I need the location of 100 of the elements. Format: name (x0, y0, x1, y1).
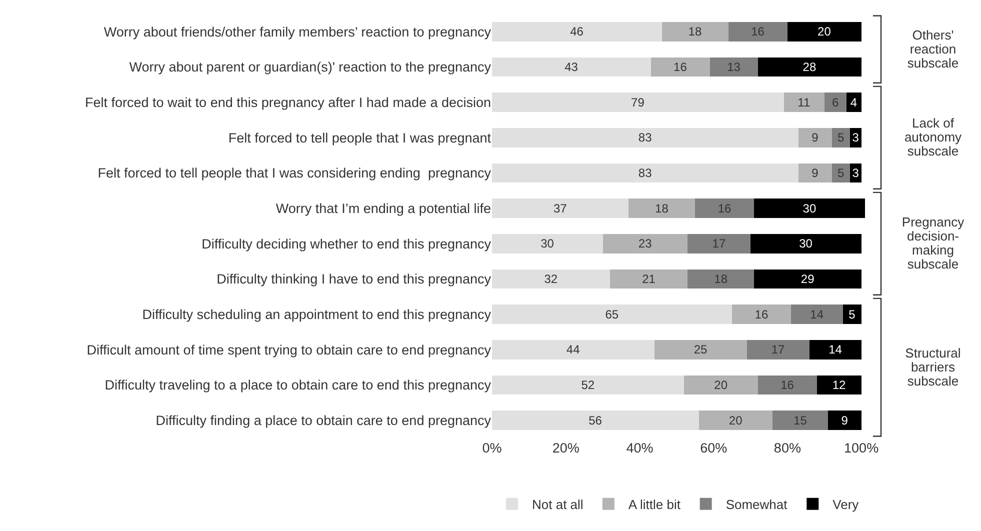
data-label: 16 (674, 60, 688, 74)
bar (791, 304, 843, 324)
y-tick-label: Difficulty scheduling an appointment to end this pregnancy (142, 307, 492, 322)
bar (758, 57, 862, 77)
data-label: 9 (841, 413, 848, 428)
bar (746, 340, 810, 360)
bar (750, 234, 862, 254)
data-label: 13 (727, 60, 741, 74)
x-tick-label: 0% (482, 440, 502, 456)
y-tick-label: Difficulty traveling to a place to obtain care to end this pregnancy (104, 378, 492, 393)
data-label: 44 (566, 342, 580, 357)
bar (828, 410, 862, 430)
x-tick-label: 40% (626, 440, 654, 456)
data-label: 37 (553, 201, 568, 216)
y-tick-label: Difficulty deciding whether to end this pregnancy (202, 236, 492, 252)
bar (492, 410, 699, 430)
bar (492, 22, 662, 42)
x-tick-label: 100% (844, 440, 879, 456)
data-label: 83 (638, 166, 652, 180)
x-tick-label: 80% (774, 440, 801, 456)
data-label: 32 (544, 272, 558, 286)
y-tick-label: Felt forced to wait to end this pregnancy after I had made a decision (85, 95, 491, 110)
data-label: 5 (837, 166, 844, 180)
data-label: 18 (655, 201, 669, 216)
bar (492, 340, 654, 360)
x-tick-label: 60% (700, 440, 728, 456)
data-label: 6 (832, 95, 839, 110)
bar (602, 234, 688, 254)
bar (842, 304, 862, 324)
x-tick-label: 20% (552, 440, 580, 456)
data-label: 20 (714, 378, 728, 392)
bar (784, 92, 824, 112)
data-label: 9 (812, 166, 819, 180)
text: Others' reaction subscale (907, 27, 959, 70)
data-label: 17 (712, 236, 726, 251)
bar (492, 128, 799, 148)
bar (710, 57, 758, 77)
bar (728, 22, 788, 42)
data-label: 9 (812, 130, 819, 145)
data-label: 16 (754, 307, 768, 322)
data-label: 12 (832, 378, 846, 392)
y-tick-label: Felt forced to tell people that I was pregnant (228, 130, 492, 146)
bar (492, 304, 732, 324)
data-label: 5 (837, 130, 844, 145)
bar (698, 410, 773, 430)
y-tick-label: Worry that I’m ending a potential life (276, 201, 491, 216)
bar (772, 410, 828, 430)
data-label: 14 (810, 307, 824, 322)
data-label: 11 (798, 95, 810, 110)
data-label: 46 (570, 24, 584, 39)
data-label: 79 (631, 95, 645, 110)
bar (492, 92, 784, 112)
bar (695, 198, 754, 218)
bar (688, 234, 751, 254)
bar (492, 375, 684, 395)
data-label: 3 (852, 166, 860, 180)
y-tick-label: Difficulty finding a place to obtain care to end pregnancy (156, 413, 492, 428)
bar (628, 198, 696, 218)
bar (610, 269, 688, 289)
bar (850, 128, 862, 148)
bar (758, 375, 817, 395)
bar (798, 163, 832, 183)
bar (816, 375, 862, 395)
bar (492, 269, 610, 289)
data-label: 30 (799, 236, 813, 251)
text: Pregnancy decision- making subscale (902, 214, 965, 272)
data-label: 28 (802, 60, 816, 74)
bar (684, 375, 758, 395)
bar (824, 92, 847, 112)
y-tick-label: Felt forced to tell people that I was considering ending pregnancy (98, 166, 492, 181)
data-label: 3 (852, 130, 860, 145)
text: Structural barriers subscale (905, 345, 961, 388)
bar (810, 340, 862, 360)
data-label: 15 (794, 413, 808, 428)
legend-label: A little bit (628, 496, 681, 512)
data-label: 4 (850, 95, 858, 110)
text: Lack of autonomy subscale (904, 116, 962, 159)
bar (787, 22, 862, 42)
bar (662, 22, 728, 42)
bar (492, 57, 651, 77)
y-tick-label: Worry about parent or guardian(s)' reaction to the pregnancy (129, 60, 492, 75)
bar (732, 304, 792, 324)
data-label: 17 (771, 342, 786, 357)
bar (846, 92, 862, 112)
bar (492, 198, 629, 218)
data-label: 25 (694, 342, 708, 357)
legend-label: Very (832, 496, 860, 512)
y-tick-label: Difficult amount of time spent trying to obtain care to end pregnancy (86, 342, 492, 358)
data-label: 56 (588, 413, 602, 428)
data-label: 20 (818, 24, 832, 39)
bar (650, 57, 710, 77)
bar (754, 198, 865, 218)
bar (654, 340, 747, 360)
y-tick-label: Worry about friends/other family members’ reaction to pregnancy (104, 24, 492, 40)
bar (492, 234, 603, 254)
data-label: 16 (718, 201, 732, 216)
y-tick-label: Difficulty thinking I have to end this pregnancy (216, 272, 492, 287)
legend-label: Not at all (532, 496, 584, 512)
data-label: 30 (540, 236, 554, 251)
data-label: 16 (780, 378, 794, 392)
